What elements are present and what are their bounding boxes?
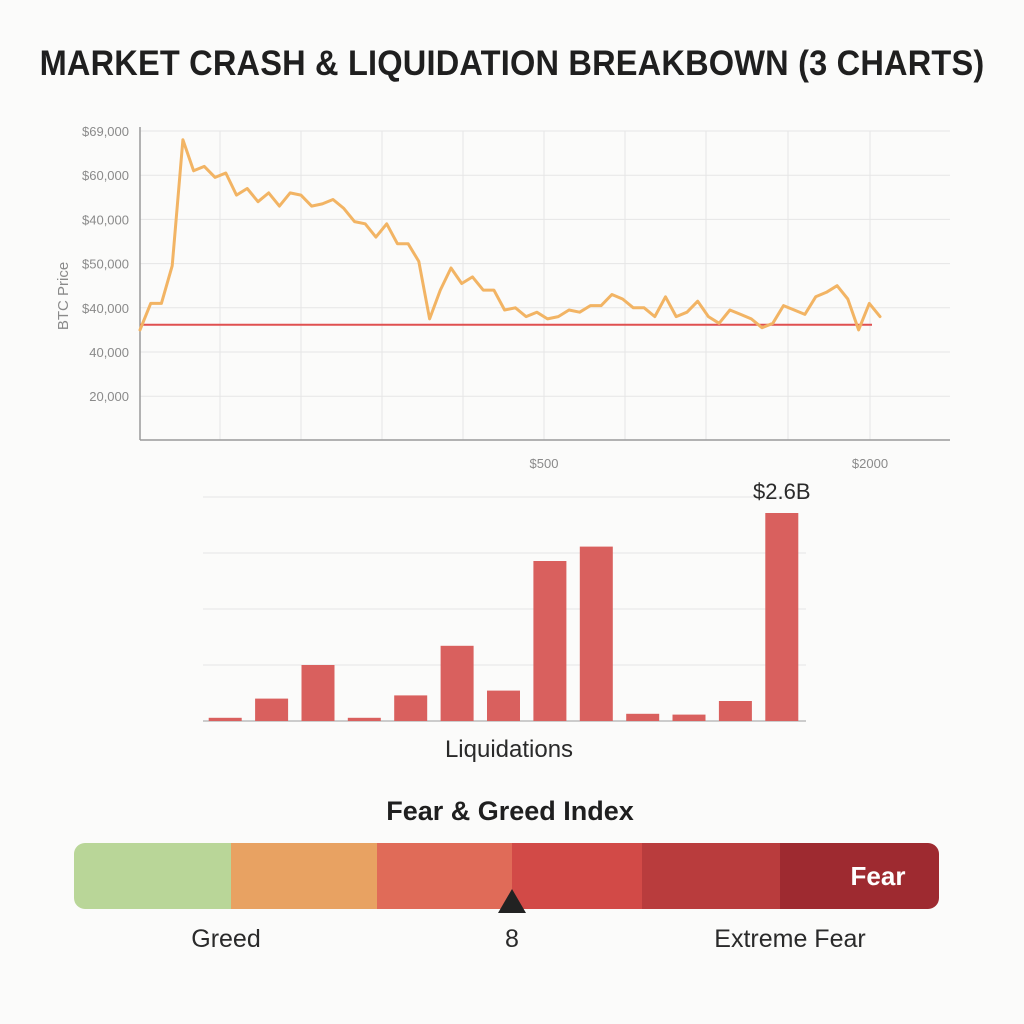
bar <box>579 546 613 721</box>
bar-chart: $2.6B Liquidations <box>203 479 811 763</box>
line-chart-grid <box>140 130 950 440</box>
y-tick-label: 20,000 <box>89 389 129 404</box>
bar <box>440 645 474 721</box>
bar <box>255 698 289 721</box>
page-title: MARKET CRASH & LIQUIDATION BREAKBOWN (3 … <box>39 44 985 83</box>
bar-chart-grid <box>203 496 806 666</box>
line-chart: $69,000 $60,000 $40,000 $50,000 $40,000 40,00… <box>55 124 950 471</box>
fear-greed-segment <box>231 843 377 909</box>
bar <box>347 717 381 721</box>
y-tick-label: $69,000 <box>82 124 129 139</box>
bar <box>208 717 242 721</box>
bar <box>533 561 567 721</box>
fear-greed-segment <box>642 843 780 909</box>
line-chart-y-axis-label: BTC Price <box>55 262 72 330</box>
bar-chart-bars <box>208 513 799 721</box>
line-chart-y-ticks: $69,000 $60,000 $40,000 $50,000 $40,000 40,00… <box>82 124 129 404</box>
bar-chart-data-label: $2.6B <box>753 479 811 504</box>
line-chart-points <box>139 139 881 330</box>
fear-greed-pointer-icon <box>498 889 526 913</box>
bar <box>626 713 660 721</box>
line-chart-x-ticks: $500 $2000 <box>530 456 889 471</box>
bar <box>765 513 799 721</box>
bar <box>301 665 335 721</box>
fear-greed-title: Fear & Greed Index <box>386 796 634 826</box>
y-tick-label: $40,000 <box>82 301 129 316</box>
fear-greed-segment-label: Fear <box>851 861 906 891</box>
x-tick-label: $2000 <box>852 456 888 471</box>
fear-greed-segment <box>377 843 512 909</box>
fear-greed-segment <box>74 843 231 909</box>
bar <box>487 690 520 721</box>
y-tick-label: $40,000 <box>82 212 129 227</box>
y-tick-label: 40,000 <box>89 345 129 360</box>
line-chart-axes <box>139 127 950 441</box>
fear-greed-left-label: Greed <box>191 925 260 953</box>
x-tick-label: $500 <box>530 456 559 471</box>
fear-greed-gauge: Fear & Greed Index Fear Greed 8 Extreme … <box>74 796 939 953</box>
fear-greed-value: 8 <box>505 925 519 953</box>
bar <box>672 714 706 721</box>
fear-greed-segment <box>780 843 939 909</box>
bar <box>394 695 428 721</box>
bar <box>718 701 752 721</box>
y-tick-label: $50,000 <box>82 257 129 272</box>
fear-greed-bar <box>74 843 939 909</box>
bar-chart-x-axis-label: Liquidations <box>445 736 573 763</box>
line-chart-series-btc-price <box>138 138 882 332</box>
y-tick-label: $60,000 <box>82 168 129 183</box>
fear-greed-segment <box>512 843 642 909</box>
fear-greed-right-label: Extreme Fear <box>714 925 865 953</box>
